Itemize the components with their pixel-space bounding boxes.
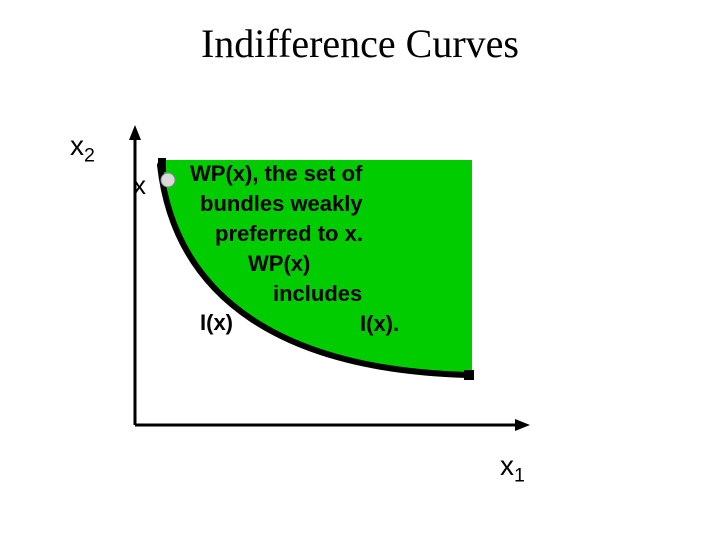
ix-label: I(x) bbox=[200, 310, 233, 336]
y-axis-arrow bbox=[129, 125, 141, 140]
wp-text-line-1: WP(x), the set of bbox=[190, 160, 362, 188]
graph-svg bbox=[0, 0, 720, 540]
wp-text-line-2: bundles weakly bbox=[200, 190, 363, 218]
wp-text-line-3: preferred to x. bbox=[215, 220, 363, 248]
curve-end-cap bbox=[464, 370, 474, 380]
point-x-label: x bbox=[133, 170, 146, 201]
slide-root: { "title": "Indifference Curves", "axes"… bbox=[0, 0, 720, 540]
point-x bbox=[161, 173, 175, 187]
wp-text-line-6: I(x). bbox=[360, 310, 399, 338]
wp-text-line-5: includes bbox=[273, 280, 362, 308]
x-axis-arrow bbox=[515, 419, 530, 431]
wp-text-line-4: WP(x) bbox=[248, 250, 310, 278]
